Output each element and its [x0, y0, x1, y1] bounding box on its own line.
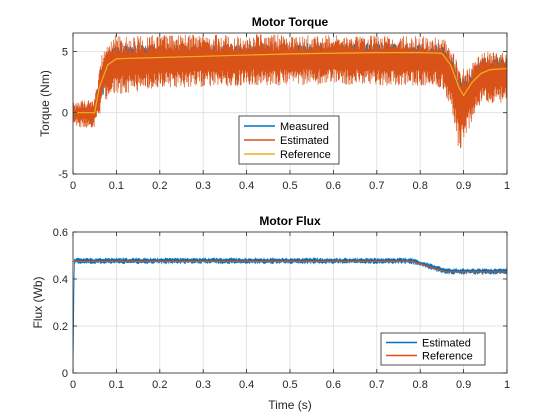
flux-xtick-label: 0.6	[326, 379, 341, 391]
flux-chart: 0 0.1 0.2 0.3 0.4 0.5 0.6 0.7 0.8 0.9 1 0 0.2 0.4 0.6 M…	[31, 214, 510, 412]
torque-chart-ylabel: Torque (Nm)	[38, 70, 52, 137]
flux-xtick-label: 0.1	[109, 379, 124, 391]
torque-ytick-label: 0	[62, 108, 68, 120]
flux-chart-xlabel: Time (s)	[268, 398, 312, 412]
torque-ytick-label: -5	[58, 169, 68, 181]
torque-legend: Measured Estimated Reference	[238, 115, 340, 165]
flux-series-group	[73, 257, 507, 373]
torque-xtick-label: 1	[504, 180, 510, 192]
flux-ytick-label: 0.4	[53, 274, 68, 286]
torque-series-estimated	[73, 34, 507, 149]
torque-ytick-label: 5	[62, 46, 68, 58]
torque-series-reference	[73, 52, 507, 114]
torque-xtick-label: 0.5	[282, 180, 297, 192]
flux-xtick-label: 1	[504, 379, 510, 391]
torque-xtick-label: 0.8	[413, 180, 428, 192]
torque-xtick-label: 0.2	[152, 180, 167, 192]
flux-xtick-label: 0.8	[413, 379, 428, 391]
flux-xtick-label: 0.4	[239, 379, 254, 391]
torque-legend-label: Measured	[280, 121, 329, 133]
flux-ytick-label: 0	[62, 368, 68, 380]
flux-xtick-label: 0.7	[369, 379, 384, 391]
torque-xtick-label: 0.1	[109, 180, 124, 192]
flux-chart-title: Motor Flux	[259, 214, 321, 228]
torque-legend-label: Reference	[280, 149, 331, 161]
torque-series-group	[73, 34, 507, 149]
flux-legend-label: Estimated	[422, 338, 471, 350]
torque-xtick-label: 0.9	[456, 180, 471, 192]
flux-xtick-label: 0.2	[152, 379, 167, 391]
torque-xtick-label: 0.3	[196, 180, 211, 192]
flux-chart-ylabel: Flux (Wb)	[31, 277, 45, 329]
torque-xtick-label: 0.7	[369, 180, 384, 192]
flux-xtick-label: 0.3	[196, 379, 211, 391]
torque-legend-label: Estimated	[280, 135, 329, 147]
flux-ytick-label: 0.2	[53, 321, 68, 333]
flux-legend-label: Reference	[422, 351, 473, 363]
flux-xtick-label: 0.5	[282, 379, 297, 391]
torque-xtick-label: 0	[70, 180, 76, 192]
flux-xtick-label: 0.9	[456, 379, 471, 391]
flux-xtick-label: 0	[70, 379, 76, 391]
torque-chart-title: Motor Torque	[252, 15, 329, 29]
torque-xtick-label: 0.4	[239, 180, 254, 192]
torque-xtick-label: 0.6	[326, 180, 341, 192]
flux-ytick-label: 0.6	[53, 227, 68, 239]
flux-legend-box	[380, 332, 486, 366]
flux-series-reference	[73, 260, 507, 273]
